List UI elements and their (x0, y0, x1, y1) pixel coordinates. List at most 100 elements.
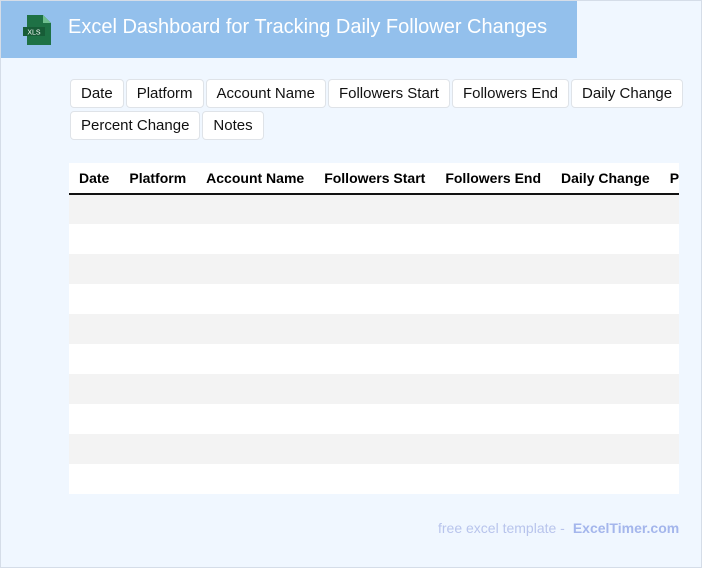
table-cell[interactable] (435, 194, 552, 224)
column-header[interactable]: Followers End (435, 163, 552, 195)
table-cell[interactable] (659, 434, 679, 464)
table-cell[interactable] (196, 464, 314, 494)
table-cell[interactable] (435, 374, 552, 404)
table-cell[interactable] (435, 464, 551, 494)
table-cell[interactable] (69, 434, 120, 464)
table-cell[interactable] (435, 434, 552, 464)
table-cell[interactable] (551, 404, 660, 434)
table-cell[interactable] (69, 374, 120, 404)
table-cell[interactable] (196, 224, 314, 254)
table-cell[interactable] (196, 254, 315, 284)
table-cell[interactable] (119, 314, 197, 344)
column-header[interactable]: Percent Change (659, 163, 679, 195)
table-row (69, 254, 679, 284)
table-cell[interactable] (551, 254, 660, 284)
table-cell[interactable] (314, 434, 436, 464)
column-chip[interactable]: Date (70, 79, 124, 108)
table-cell[interactable] (660, 284, 679, 314)
table-cell[interactable] (659, 254, 679, 284)
table-cell[interactable] (119, 464, 196, 494)
column-header[interactable]: Platform (119, 163, 197, 195)
table-cell[interactable] (69, 464, 119, 494)
column-chip[interactable]: Daily Change (571, 79, 684, 108)
table-row (69, 284, 679, 314)
table-cell[interactable] (69, 194, 120, 224)
table-cell[interactable] (435, 284, 551, 314)
table-cell[interactable] (551, 464, 660, 494)
column-chip[interactable]: Platform (125, 79, 204, 108)
table-cell[interactable] (314, 194, 436, 224)
table-cell[interactable] (119, 374, 197, 404)
table-cell[interactable] (69, 224, 119, 254)
table-cell[interactable] (119, 344, 196, 374)
table-cell[interactable] (314, 224, 435, 254)
table-cell[interactable] (196, 194, 315, 224)
footer: free excel template - ExcelTimer.com (438, 520, 679, 536)
table-cell[interactable] (196, 434, 315, 464)
footer-link[interactable]: ExcelTimer.com (572, 520, 680, 536)
table-cell[interactable] (196, 314, 315, 344)
data-table-container[interactable]: Date Platform Account Name Followers Start F… (69, 163, 679, 494)
table-cell[interactable] (551, 434, 660, 464)
table-cell[interactable] (435, 314, 552, 344)
column-header[interactable]: Account Name (196, 163, 315, 195)
table-cell[interactable] (435, 254, 552, 284)
table-cell[interactable] (660, 224, 679, 254)
table-cell[interactable] (660, 404, 679, 434)
table-cell[interactable] (660, 464, 679, 494)
footer-text: free excel template - (438, 520, 565, 536)
table-cell[interactable] (435, 224, 551, 254)
table-row (69, 434, 679, 464)
table-cell[interactable] (69, 314, 120, 344)
table-cell[interactable] (551, 314, 660, 344)
table-cell[interactable] (196, 344, 314, 374)
table-cell[interactable] (69, 344, 119, 374)
column-chip[interactable]: Notes (202, 111, 264, 140)
column-chip[interactable]: Followers End (451, 79, 570, 108)
table-cell[interactable] (69, 254, 120, 284)
table-cell[interactable] (314, 404, 435, 434)
table-cell[interactable] (435, 404, 551, 434)
table-cell[interactable] (659, 314, 679, 344)
column-chip[interactable]: Followers Start (327, 79, 450, 108)
table-cell[interactable] (551, 374, 660, 404)
table-cell[interactable] (69, 284, 119, 314)
column-filter-chips: Date Platform Account Name Followers Start F… (70, 79, 690, 140)
table-cell[interactable] (551, 344, 660, 374)
table-cell[interactable] (196, 374, 315, 404)
table-cell[interactable] (314, 284, 435, 314)
column-header[interactable]: Daily Change (551, 163, 660, 195)
table-cell[interactable] (659, 374, 679, 404)
table-cell[interactable] (314, 254, 436, 284)
table-cell[interactable] (119, 404, 196, 434)
table-cell[interactable] (119, 224, 196, 254)
table-cell[interactable] (119, 284, 196, 314)
table-cell[interactable] (314, 464, 435, 494)
table-cell[interactable] (551, 284, 660, 314)
table-cell[interactable] (196, 404, 314, 434)
table-cell[interactable] (314, 314, 436, 344)
column-chip[interactable]: Percent Change (70, 111, 201, 140)
column-header[interactable]: Date (69, 163, 120, 195)
table-cell[interactable] (196, 284, 314, 314)
table-row (69, 404, 679, 434)
column-header[interactable]: Followers Start (314, 163, 436, 195)
column-chip[interactable]: Account Name (205, 79, 326, 108)
header-banner: XLS Excel Dashboard for Tracking Daily F… (1, 1, 577, 58)
table-cell[interactable] (69, 404, 119, 434)
table-cell[interactable] (314, 374, 436, 404)
table-header-row: Date Platform Account Name Followers Start F… (69, 163, 679, 195)
table-cell[interactable] (119, 194, 197, 224)
table-cell[interactable] (314, 344, 435, 374)
table-cell[interactable] (119, 434, 197, 464)
excel-file-icon: XLS (23, 15, 51, 45)
table-row (69, 344, 679, 374)
data-table: Date Platform Account Name Followers Start F… (69, 163, 679, 494)
table-cell[interactable] (551, 224, 660, 254)
table-cell[interactable] (119, 254, 197, 284)
table-cell[interactable] (660, 344, 679, 374)
page-title: Excel Dashboard for Tracking Daily Follo… (68, 16, 548, 38)
table-cell[interactable] (435, 344, 551, 374)
table-cell[interactable] (659, 194, 679, 224)
table-cell[interactable] (551, 194, 660, 224)
